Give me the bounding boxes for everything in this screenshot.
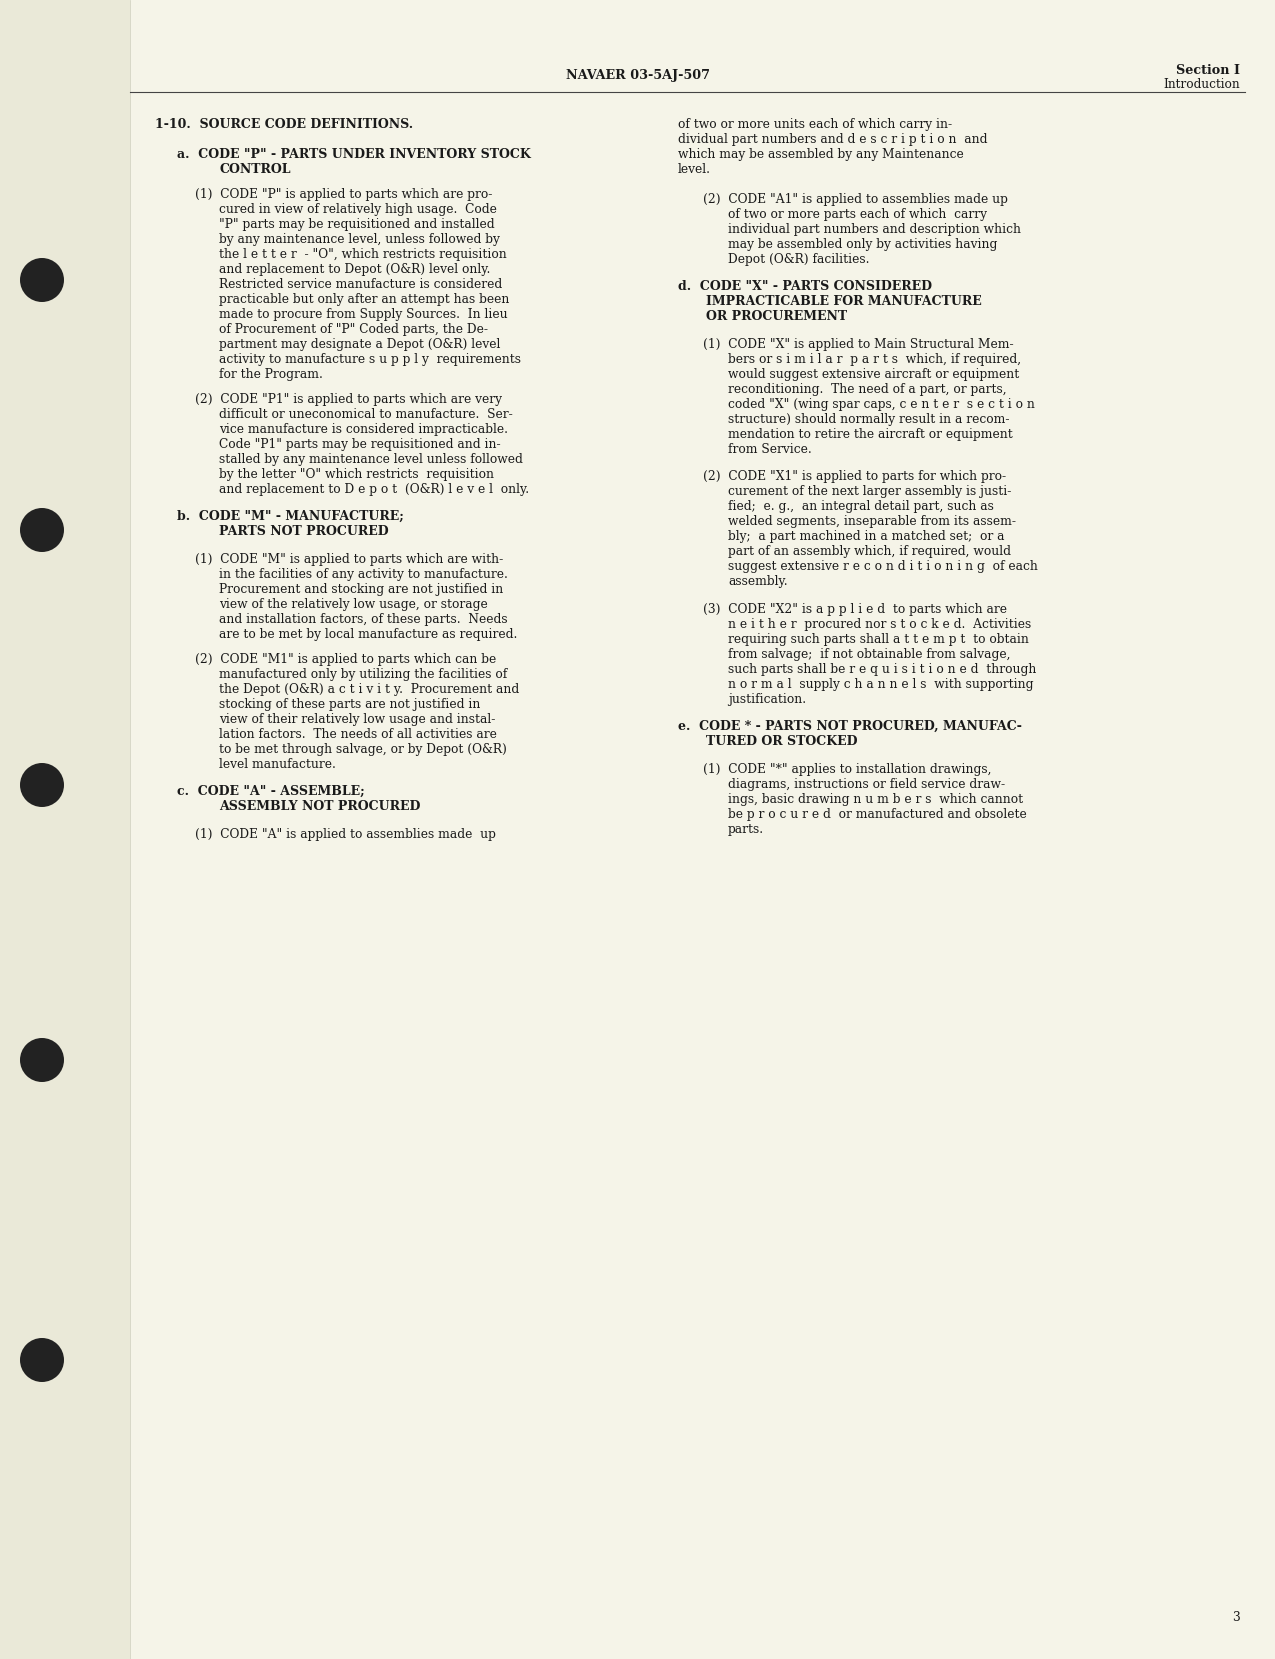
Text: fied;  e. g.,  an integral detail part, such as: fied; e. g., an integral detail part, su…: [728, 499, 994, 513]
Text: CONTROL: CONTROL: [219, 163, 291, 176]
Text: vice manufacture is considered impracticable.: vice manufacture is considered impractic…: [219, 423, 507, 436]
Text: structure) should normally result in a recom-: structure) should normally result in a r…: [728, 413, 1010, 426]
Text: (3)  CODE "X2" is a p p l i e d  to parts which are: (3) CODE "X2" is a p p l i e d to parts …: [703, 602, 1007, 615]
Text: 1-10.  SOURCE CODE DEFINITIONS.: 1-10. SOURCE CODE DEFINITIONS.: [156, 118, 413, 131]
Text: ASSEMBLY NOT PROCURED: ASSEMBLY NOT PROCURED: [219, 800, 421, 813]
Text: view of the relatively low usage, or storage: view of the relatively low usage, or sto…: [219, 597, 488, 611]
Text: are to be met by local manufacture as required.: are to be met by local manufacture as re…: [219, 629, 518, 640]
Bar: [0, 0, 130, 1659]
Text: (1)  CODE "M" is applied to parts which are with-: (1) CODE "M" is applied to parts which a…: [195, 552, 504, 566]
Text: to be met through salvage, or by Depot (O&R): to be met through salvage, or by Depot (…: [219, 743, 507, 757]
Text: the Depot (O&R) a c t i v i t y.  Procurement and: the Depot (O&R) a c t i v i t y. Procure…: [219, 684, 519, 697]
Text: by the letter "O" which restricts  requisition: by the letter "O" which restricts requis…: [219, 468, 493, 481]
Text: manufactured only by utilizing the facilities of: manufactured only by utilizing the facil…: [219, 669, 507, 680]
Text: OR PROCUREMENT: OR PROCUREMENT: [706, 310, 847, 324]
Text: Restricted service manufacture is considered: Restricted service manufacture is consid…: [219, 279, 502, 290]
Text: of two or more parts each of which  carry: of two or more parts each of which carry: [728, 207, 987, 221]
Text: (1)  CODE "P" is applied to parts which are pro-: (1) CODE "P" is applied to parts which a…: [195, 187, 492, 201]
Text: and replacement to D e p o t  (O&R) l e v e l  only.: and replacement to D e p o t (O&R) l e v…: [219, 483, 529, 496]
Text: mendation to retire the aircraft or equipment: mendation to retire the aircraft or equi…: [728, 428, 1012, 441]
Text: a.  CODE "P" - PARTS UNDER INVENTORY STOCK: a. CODE "P" - PARTS UNDER INVENTORY STOC…: [177, 148, 530, 161]
Text: assembly.: assembly.: [728, 576, 788, 587]
Text: n o r m a l  supply c h a n n e l s  with supporting: n o r m a l supply c h a n n e l s with …: [728, 679, 1034, 692]
Text: difficult or uneconomical to manufacture.  Ser-: difficult or uneconomical to manufacture…: [219, 408, 513, 421]
Text: (1)  CODE "A" is applied to assemblies made  up: (1) CODE "A" is applied to assemblies ma…: [195, 828, 496, 841]
Text: and replacement to Depot (O&R) level only.: and replacement to Depot (O&R) level onl…: [219, 264, 491, 275]
Text: view of their relatively low usage and instal-: view of their relatively low usage and i…: [219, 713, 496, 727]
Text: (1)  CODE "X" is applied to Main Structural Mem-: (1) CODE "X" is applied to Main Structur…: [703, 338, 1014, 352]
Text: TURED OR STOCKED: TURED OR STOCKED: [706, 735, 858, 748]
Text: stalled by any maintenance level unless followed: stalled by any maintenance level unless …: [219, 453, 523, 466]
Text: d.  CODE "X" - PARTS CONSIDERED: d. CODE "X" - PARTS CONSIDERED: [678, 280, 932, 294]
Text: requiring such parts shall a t t e m p t  to obtain: requiring such parts shall a t t e m p t…: [728, 634, 1029, 645]
Circle shape: [20, 508, 64, 552]
Text: level manufacture.: level manufacture.: [219, 758, 335, 771]
Text: b.  CODE "M" - MANUFACTURE;: b. CODE "M" - MANUFACTURE;: [177, 509, 404, 523]
Text: partment may designate a Depot (O&R) level: partment may designate a Depot (O&R) lev…: [219, 338, 500, 352]
Text: such parts shall be r e q u i s i t i o n e d  through: such parts shall be r e q u i s i t i o …: [728, 664, 1037, 675]
Text: of two or more units each of which carry in-: of two or more units each of which carry…: [678, 118, 952, 131]
Text: practicable but only after an attempt has been: practicable but only after an attempt ha…: [219, 294, 510, 305]
Text: parts.: parts.: [728, 823, 764, 836]
Text: be p r o c u r e d  or manufactured and obsolete: be p r o c u r e d or manufactured and o…: [728, 808, 1026, 821]
Text: lation factors.  The needs of all activities are: lation factors. The needs of all activit…: [219, 728, 497, 742]
Circle shape: [20, 1339, 64, 1382]
Circle shape: [20, 259, 64, 302]
Text: (2)  CODE "P1" is applied to parts which are very: (2) CODE "P1" is applied to parts which …: [195, 393, 502, 406]
Text: individual part numbers and description which: individual part numbers and description …: [728, 222, 1021, 236]
Circle shape: [20, 1039, 64, 1082]
Text: diagrams, instructions or field service draw-: diagrams, instructions or field service …: [728, 778, 1005, 791]
Text: for the Program.: for the Program.: [219, 368, 323, 382]
Text: stocking of these parts are not justified in: stocking of these parts are not justifie…: [219, 698, 481, 712]
Text: dividual part numbers and d e s c r i p t i o n  and: dividual part numbers and d e s c r i p …: [678, 133, 988, 146]
Text: suggest extensive r e c o n d i t i o n i n g  of each: suggest extensive r e c o n d i t i o n …: [728, 561, 1038, 572]
Text: "P" parts may be requisitioned and installed: "P" parts may be requisitioned and insta…: [219, 217, 495, 231]
Text: Code "P1" parts may be requisitioned and in-: Code "P1" parts may be requisitioned and…: [219, 438, 501, 451]
Text: c.  CODE "A" - ASSEMBLE;: c. CODE "A" - ASSEMBLE;: [177, 785, 365, 798]
Text: curement of the next larger assembly is justi-: curement of the next larger assembly is …: [728, 484, 1011, 498]
Text: Section I: Section I: [1176, 65, 1241, 76]
Text: from Service.: from Service.: [728, 443, 812, 456]
Text: Depot (O&R) facilities.: Depot (O&R) facilities.: [728, 254, 870, 265]
Text: would suggest extensive aircraft or equipment: would suggest extensive aircraft or equi…: [728, 368, 1019, 382]
Text: part of an assembly which, if required, would: part of an assembly which, if required, …: [728, 546, 1011, 557]
Text: (2)  CODE "M1" is applied to parts which can be: (2) CODE "M1" is applied to parts which …: [195, 654, 496, 665]
Text: ings, basic drawing n u m b e r s  which cannot: ings, basic drawing n u m b e r s which …: [728, 793, 1023, 806]
Text: activity to manufacture s u p p l y  requirements: activity to manufacture s u p p l y requ…: [219, 353, 521, 367]
Text: by any maintenance level, unless followed by: by any maintenance level, unless followe…: [219, 232, 500, 246]
Text: justification.: justification.: [728, 693, 806, 707]
Text: (2)  CODE "A1" is applied to assemblies made up: (2) CODE "A1" is applied to assemblies m…: [703, 192, 1007, 206]
Text: e.  CODE * - PARTS NOT PROCURED, MANUFAC-: e. CODE * - PARTS NOT PROCURED, MANUFAC-: [678, 720, 1021, 733]
Text: n e i t h e r  procured nor s t o c k e d.  Activities: n e i t h e r procured nor s t o c k e d…: [728, 619, 1031, 630]
Text: 3: 3: [1232, 1611, 1241, 1624]
Text: (2)  CODE "X1" is applied to parts for which pro-: (2) CODE "X1" is applied to parts for wh…: [703, 469, 1006, 483]
Text: reconditioning.  The need of a part, or parts,: reconditioning. The need of a part, or p…: [728, 383, 1007, 397]
Text: and installation factors, of these parts.  Needs: and installation factors, of these parts…: [219, 612, 507, 625]
Text: the l e t t e r  - "O", which restricts requisition: the l e t t e r - "O", which restricts r…: [219, 247, 506, 260]
Text: Introduction: Introduction: [1163, 78, 1241, 91]
Text: from salvage;  if not obtainable from salvage,: from salvage; if not obtainable from sal…: [728, 649, 1011, 660]
Text: Procurement and stocking are not justified in: Procurement and stocking are not justifi…: [219, 582, 504, 596]
Text: IMPRACTICABLE FOR MANUFACTURE: IMPRACTICABLE FOR MANUFACTURE: [706, 295, 982, 309]
Text: PARTS NOT PROCURED: PARTS NOT PROCURED: [219, 524, 389, 538]
Text: cured in view of relatively high usage.  Code: cured in view of relatively high usage. …: [219, 202, 497, 216]
Circle shape: [20, 763, 64, 806]
Text: bers or s i m i l a r  p a r t s  which, if required,: bers or s i m i l a r p a r t s which, i…: [728, 353, 1021, 367]
Text: which may be assembled by any Maintenance: which may be assembled by any Maintenanc…: [678, 148, 964, 161]
Text: welded segments, inseparable from its assem-: welded segments, inseparable from its as…: [728, 514, 1016, 528]
Text: NAVAER 03-5AJ-507: NAVAER 03-5AJ-507: [566, 70, 709, 81]
Text: bly;  a part machined in a matched set;  or a: bly; a part machined in a matched set; o…: [728, 529, 1005, 542]
Text: (1)  CODE "*" applies to installation drawings,: (1) CODE "*" applies to installation dra…: [703, 763, 992, 776]
Text: made to procure from Supply Sources.  In lieu: made to procure from Supply Sources. In …: [219, 309, 507, 320]
Text: of Procurement of "P" Coded parts, the De-: of Procurement of "P" Coded parts, the D…: [219, 324, 488, 337]
Text: in the facilities of any activity to manufacture.: in the facilities of any activity to man…: [219, 567, 507, 581]
Text: level.: level.: [678, 163, 711, 176]
Text: coded "X" (wing spar caps, c e n t e r  s e c t i o n: coded "X" (wing spar caps, c e n t e r s…: [728, 398, 1035, 411]
Text: may be assembled only by activities having: may be assembled only by activities havi…: [728, 237, 997, 251]
